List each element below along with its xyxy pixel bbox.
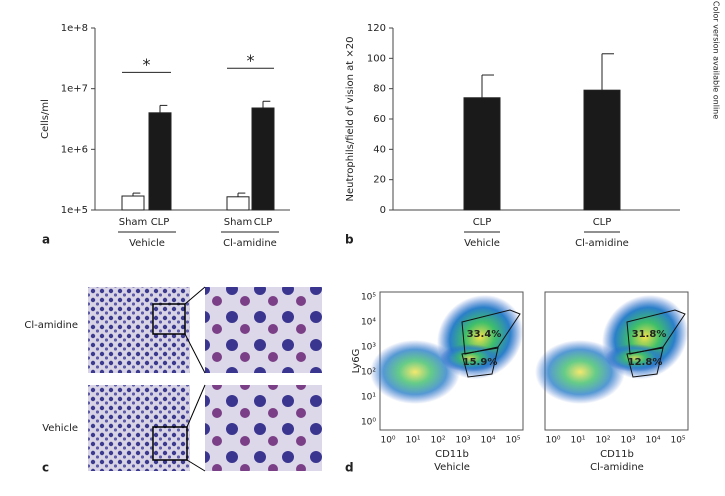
zoom-line [184, 286, 206, 305]
x-tick-label: 10³ [620, 436, 635, 446]
gate-label: 15.9% [463, 357, 498, 368]
y-tick-label: 10¹ [361, 393, 376, 403]
y-tick-label: 0 [380, 205, 386, 216]
sig-marker: * [143, 55, 151, 74]
gate [461, 309, 521, 355]
micrograph-zoom [205, 287, 322, 373]
y-tick-label: 10⁵ [361, 293, 376, 303]
condition-label: Cl-amidine [590, 462, 644, 473]
x-tick-label: 10⁵ [670, 436, 685, 446]
x-tick-label: 10³ [455, 436, 470, 446]
group-label: Cl-amidine [575, 238, 629, 249]
x-tick-label: CLP [593, 217, 612, 228]
density [440, 344, 500, 372]
zoom-box [152, 426, 188, 461]
x-tick-label: Sham [119, 217, 148, 228]
zoom-line [186, 459, 206, 472]
group-label: Vehicle [129, 238, 165, 249]
x-tick-label: CLP [473, 217, 492, 228]
gate-label: 33.4% [467, 329, 502, 340]
y-axis-label: Cells/ml [40, 99, 51, 139]
panel-label: b [345, 233, 354, 247]
density [370, 340, 460, 404]
row-label: Vehicle [42, 423, 78, 434]
row-label: Cl-amidine [24, 320, 78, 331]
x-tick-label: 10⁴ [480, 436, 495, 446]
y-axis-label: Neutrophils/field of vision at ×20 [345, 37, 356, 202]
x-tick-label: 10¹ [570, 436, 585, 446]
panel-label: d [345, 461, 354, 475]
bar [583, 89, 621, 211]
y-tick-label: 10² [361, 368, 376, 378]
x-tick-label: Sham [224, 217, 253, 228]
x-tick-label: 10¹ [405, 436, 420, 446]
zoom-box [152, 303, 186, 335]
y-tick-label: 1e+8 [61, 23, 88, 34]
y-tick-label: 40 [373, 144, 386, 155]
y-tick-label: 60 [373, 114, 386, 125]
panel-label: c [42, 461, 49, 475]
x-tick-label: 10⁰ [380, 436, 395, 446]
sig-marker: * [247, 51, 255, 70]
x-tick-label: CLP [151, 217, 170, 228]
bar [121, 195, 145, 211]
x-tick-label: 10⁰ [545, 436, 560, 446]
y-axis-label: Ly6G [351, 349, 362, 374]
y-tick-label: 100 [367, 53, 386, 64]
y-tick-label: 80 [373, 84, 386, 95]
density [605, 344, 665, 372]
y-tick-label: 1e+7 [61, 84, 88, 95]
x-tick-label: 10² [430, 436, 445, 446]
gate [626, 309, 686, 355]
micrograph [88, 385, 190, 471]
group-label: Vehicle [464, 238, 500, 249]
y-tick-label: 120 [367, 23, 386, 34]
x-tick-label: 10² [595, 436, 610, 446]
bar [226, 196, 250, 211]
panel-label: a [42, 233, 50, 247]
micrograph [88, 287, 190, 373]
x-axis-label: CD11b [435, 449, 469, 460]
gate-label: 12.8% [628, 357, 663, 368]
gate [461, 347, 499, 378]
group-label: Cl-amidine [223, 238, 277, 249]
y-tick-label: 10⁰ [361, 418, 376, 428]
condition-label: Vehicle [434, 462, 470, 473]
y-tick-label: 20 [373, 175, 386, 186]
y-tick-label: 10⁴ [361, 318, 376, 328]
x-tick-label: CLP [254, 217, 273, 228]
y-tick-label: 1e+5 [61, 205, 88, 216]
y-tick-label: 1e+6 [61, 144, 88, 155]
micrograph-zoom [205, 385, 322, 471]
gate [626, 347, 664, 378]
x-tick-label: 10⁴ [645, 436, 660, 446]
density [535, 340, 625, 404]
bar [148, 112, 172, 211]
zoom-line [184, 333, 206, 374]
y-tick-label: 10³ [361, 343, 376, 353]
bar [251, 107, 275, 211]
side-note: Color version available online [712, 1, 721, 119]
x-tick-label: 10⁵ [505, 436, 520, 446]
bar [463, 97, 501, 211]
x-axis-label: CD11b [600, 449, 634, 460]
gate-label: 31.8% [632, 329, 667, 340]
micrographs: Cl-amidine Vehicle [24, 286, 322, 472]
zoom-line [186, 384, 206, 428]
